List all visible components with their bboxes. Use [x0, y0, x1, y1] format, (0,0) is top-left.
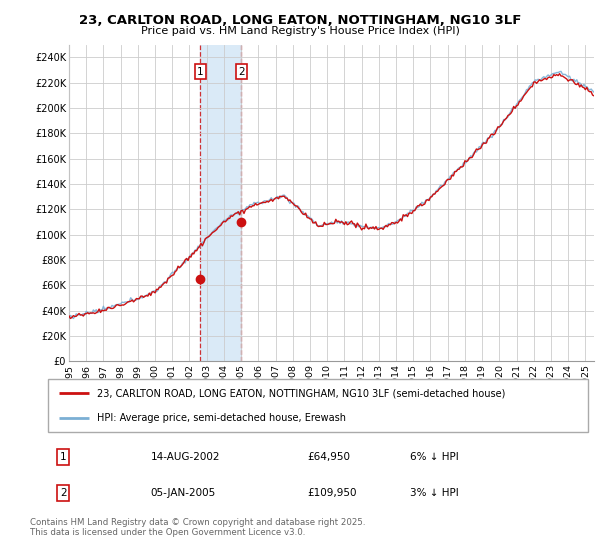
Text: 1: 1	[197, 67, 203, 77]
FancyBboxPatch shape	[48, 379, 588, 432]
Bar	[200, 45, 241, 361]
Text: 05-JAN-2005: 05-JAN-2005	[151, 488, 216, 498]
Text: 3% ↓ HPI: 3% ↓ HPI	[410, 488, 458, 498]
Text: Price paid vs. HM Land Registry's House Price Index (HPI): Price paid vs. HM Land Registry's House …	[140, 26, 460, 36]
Text: HPI: Average price, semi-detached house, Erewash: HPI: Average price, semi-detached house,…	[97, 413, 346, 423]
Text: £109,950: £109,950	[307, 488, 356, 498]
Text: 14-AUG-2002: 14-AUG-2002	[151, 452, 220, 462]
Text: 1: 1	[60, 452, 67, 462]
Text: 23, CARLTON ROAD, LONG EATON, NOTTINGHAM, NG10 3LF: 23, CARLTON ROAD, LONG EATON, NOTTINGHAM…	[79, 14, 521, 27]
Text: Contains HM Land Registry data © Crown copyright and database right 2025.
This d: Contains HM Land Registry data © Crown c…	[30, 518, 365, 538]
Text: 2: 2	[60, 488, 67, 498]
Text: £64,950: £64,950	[307, 452, 350, 462]
Text: 2: 2	[238, 67, 245, 77]
Text: 6% ↓ HPI: 6% ↓ HPI	[410, 452, 458, 462]
Text: 23, CARLTON ROAD, LONG EATON, NOTTINGHAM, NG10 3LF (semi-detached house): 23, CARLTON ROAD, LONG EATON, NOTTINGHAM…	[97, 389, 505, 399]
